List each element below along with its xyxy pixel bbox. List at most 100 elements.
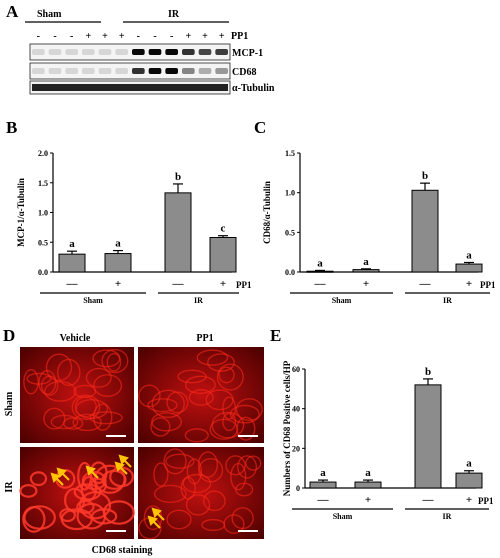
y-tick-label: 1.5 <box>38 179 48 188</box>
tubule <box>81 471 107 491</box>
tubule <box>93 374 123 398</box>
tubule <box>230 462 247 491</box>
blot-band <box>65 49 78 55</box>
blot-band <box>215 49 228 55</box>
blot-band <box>82 68 95 74</box>
group-label: IR <box>443 512 452 521</box>
tubule <box>186 458 203 485</box>
tubule <box>73 384 97 398</box>
blot-band <box>148 49 162 55</box>
significance-letter: b <box>425 366 431 378</box>
chart-c: 0.0 0.5 1.0 1.5 CD68/α-Tubulin a — a + b — a + PP1 Sha… <box>262 149 496 305</box>
blot-band <box>165 68 178 74</box>
lane-sign: - <box>70 31 73 42</box>
tubule <box>165 453 195 469</box>
group-label: Sham <box>83 296 103 305</box>
y-tick-label: 1.0 <box>285 189 295 198</box>
treatment-sign: — <box>422 494 435 506</box>
treatment-sign: — <box>314 278 327 290</box>
staining-caption: CD68 staining <box>92 545 153 556</box>
pp1-label-a: PP1 <box>231 31 248 42</box>
panel-c-letter: C <box>254 118 266 137</box>
significance-letter: a <box>320 467 326 479</box>
group-label: Sham <box>333 512 353 521</box>
treatment-sign: + <box>365 494 371 506</box>
tubule <box>222 396 237 420</box>
tubule <box>216 363 244 391</box>
tubule <box>209 418 239 440</box>
significance-letter: c <box>221 223 226 235</box>
col-label-pp1: PP1 <box>196 333 213 344</box>
treatment-signs: - - - + + + - - - + + + <box>37 31 225 42</box>
tubule <box>185 494 211 516</box>
blot-cd68 <box>29 62 231 80</box>
y-tick-label: 20 <box>292 444 300 453</box>
tubule <box>76 499 95 514</box>
tubule <box>166 391 189 414</box>
significance-letter: a <box>466 249 472 261</box>
panel-b-letter: B <box>6 118 17 137</box>
panel-d-letter: D <box>3 326 15 345</box>
lane-sign: + <box>219 31 225 42</box>
treatment-sign: + <box>466 278 472 290</box>
significance-letter: a <box>466 458 472 470</box>
tubule <box>85 367 112 388</box>
lane-sign: - <box>137 31 140 42</box>
blot-band <box>48 68 62 74</box>
blot-band <box>115 49 128 55</box>
y-axis-label: Numbers of CD68 Positive cells/HP <box>282 360 292 496</box>
y-tick-label: 0.0 <box>38 268 48 277</box>
y-tick-label: 0.5 <box>38 238 48 247</box>
group-label: IR <box>194 296 203 305</box>
tubule <box>19 484 38 498</box>
bar <box>306 270 334 273</box>
lane-sign: + <box>185 31 191 42</box>
arrow-annotations <box>147 507 165 529</box>
tubule <box>45 353 73 382</box>
bar <box>455 472 483 489</box>
lane-sign: + <box>102 31 108 42</box>
tubule <box>207 353 235 372</box>
blot-band <box>198 68 212 74</box>
tubule <box>106 352 122 372</box>
lane-sign: - <box>37 31 40 42</box>
tubule <box>166 509 192 530</box>
treatment-sign: — <box>66 278 79 290</box>
tubule <box>151 389 185 419</box>
blot-tubulin <box>29 80 231 95</box>
bar <box>414 384 442 489</box>
blot-band <box>165 49 178 55</box>
tubule <box>153 484 187 503</box>
tubule <box>231 507 254 530</box>
treatment-label: PP1 <box>480 280 496 290</box>
lane-sign: + <box>202 31 208 42</box>
bar <box>411 189 439 273</box>
treatment-sign: — <box>317 494 330 506</box>
tubule <box>92 403 113 431</box>
micrograph-sham-pp1 <box>138 347 264 443</box>
y-tick-label: 2.0 <box>38 149 48 158</box>
y-tick-label: 0 <box>296 484 300 493</box>
group-label-ir: IR <box>168 9 180 20</box>
tubule <box>89 411 123 425</box>
tubule <box>197 451 219 478</box>
blot-band <box>182 68 195 74</box>
lane-sign: + <box>119 31 125 42</box>
blot-label-cd68: CD68 <box>232 67 256 78</box>
bar <box>354 481 382 489</box>
tubule <box>225 455 246 476</box>
tubule <box>63 417 84 430</box>
tubule <box>201 518 226 531</box>
tubule <box>237 455 258 479</box>
bar <box>352 269 380 273</box>
significance-letter: b <box>422 170 428 182</box>
tubule <box>29 471 48 487</box>
y-tick-label: 1.0 <box>38 209 48 218</box>
significance-letter: a <box>317 257 323 269</box>
tubule <box>73 483 102 501</box>
tubule <box>101 348 129 374</box>
blot-band <box>182 49 195 55</box>
significance-letter: b <box>175 171 181 183</box>
group-label: Sham <box>332 296 352 305</box>
